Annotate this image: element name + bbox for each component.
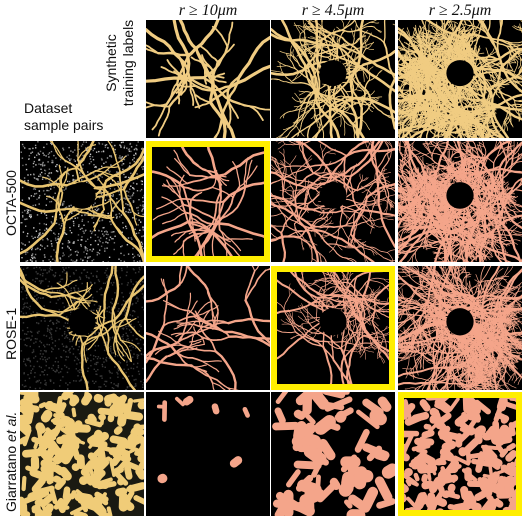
octa500-seg-4-5um (271, 141, 395, 262)
vessel-texture (146, 266, 270, 390)
giarratano-sample-tile (20, 392, 144, 516)
vessel-texture (398, 20, 522, 138)
row-label-octa500: OCTA-500 (3, 170, 19, 236)
vessel-texture (272, 392, 395, 516)
giarratano-seg-4-5um (271, 392, 395, 516)
dataset-sample-pairs-label: Dataset sample pairs (24, 100, 104, 133)
vessel-texture (20, 266, 144, 390)
synthetic-tile-10um (146, 20, 270, 138)
giarratano-seg-2-5um (398, 392, 522, 516)
synthetic-tile-4-5um (271, 20, 395, 138)
octa500-seg-2-5um (398, 141, 522, 262)
synthetic-tile-2-5um (398, 20, 522, 138)
rose1-seg-2-5um (398, 266, 522, 390)
octa500-seg-10um (146, 141, 270, 262)
vessel-texture (146, 20, 270, 138)
col-header-10um: r ≥ 10μm (178, 2, 238, 19)
col-header-2-5um: r ≥ 2.5μm (428, 2, 492, 19)
row-label-rose1: ROSE-1 (3, 307, 19, 360)
synthetic-training-labels-label: Synthetic training labels (103, 19, 136, 107)
rose1-seg-4-5um (271, 266, 395, 390)
vessel-texture (398, 141, 522, 262)
vessel-texture (398, 392, 522, 516)
vessel-texture (271, 266, 395, 390)
vessel-texture (156, 395, 250, 484)
vessel-texture (271, 20, 395, 138)
vessel-texture (20, 141, 144, 262)
vessel-texture (146, 141, 270, 262)
giarratano-seg-10um (146, 392, 270, 516)
rose1-sample-tile (20, 266, 144, 390)
vessel-texture (271, 141, 395, 262)
vessel-texture (20, 392, 144, 516)
row-label-giarratano: Giarratano et al. (3, 411, 19, 512)
octa500-sample-tile (20, 141, 144, 262)
rose1-seg-10um (146, 266, 270, 390)
col-header-4-5um: r ≥ 4.5μm (301, 2, 365, 19)
vessel-texture (398, 266, 522, 390)
